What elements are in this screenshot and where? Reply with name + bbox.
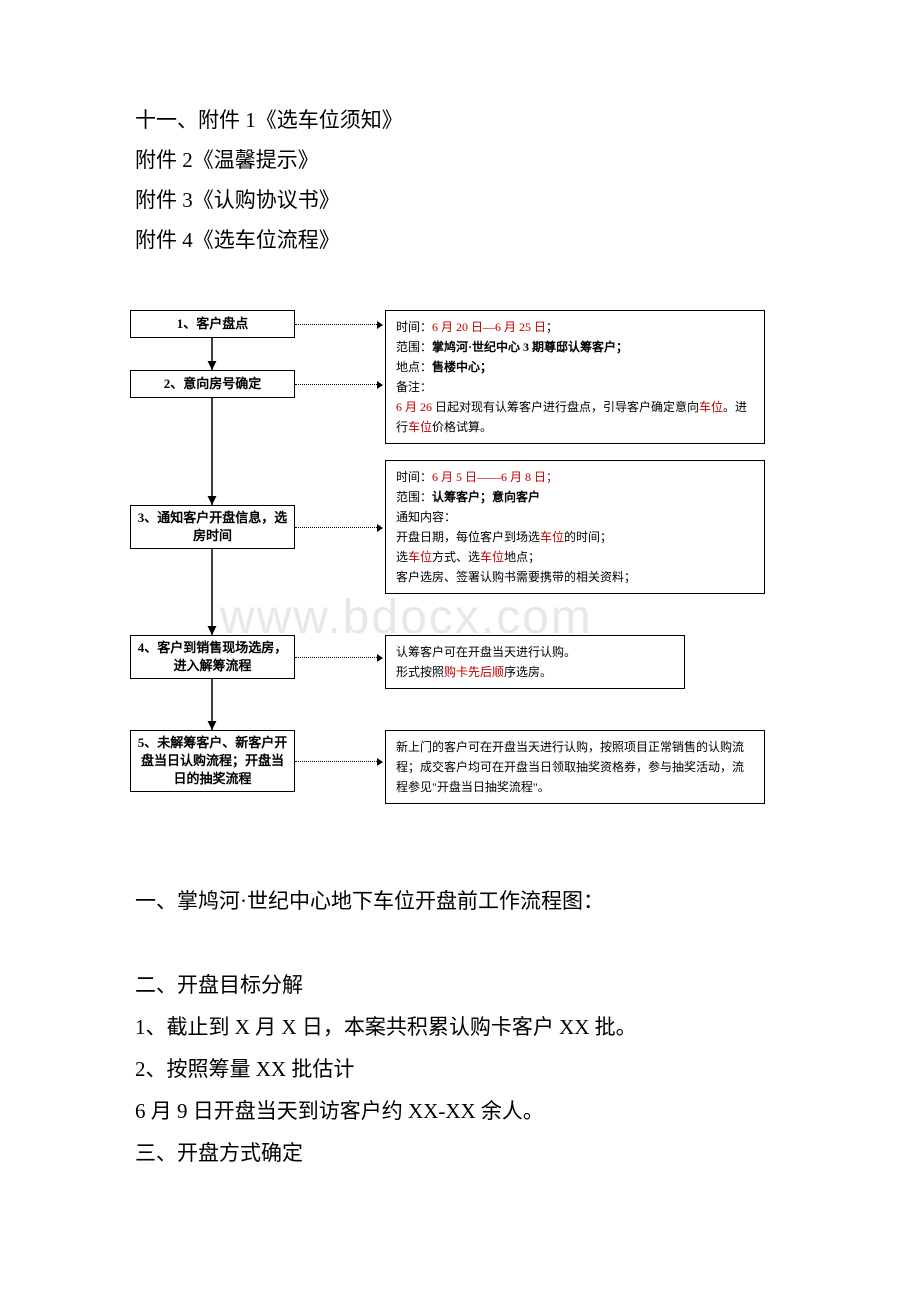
dotted-2 [295,384,377,385]
dotted-1 [295,324,377,325]
attachment-3: 附件 3《认购协议书》 [135,180,785,220]
item-3: 6 月 9 日开盘当天到访客户约 XX-XX 余人。 [135,1090,785,1132]
heading-1: 一、掌鸠河·世纪中心地下车位开盘前工作流程图： [135,880,785,922]
info1-remark-label: 备注： [396,377,754,397]
info-box-3: 认筹客户可在开盘当天进行认购。 形式按照购卡先后顺序选房。 [385,635,685,689]
info1-remark-red1: 车位 [699,400,723,414]
info2-line2-red2: 车位 [480,550,504,564]
info1-scope-bold: 掌鸠河·世纪中心 3 期尊邸认筹客户； [432,340,628,354]
info1-remark-red2: 车位 [408,420,432,434]
item-2: 2、按照筹量 XX 批估计 [135,1048,785,1090]
info1-time-red: 6 月 20 日—6 月 25 日 [432,320,546,334]
dotted-arrow-5 [377,758,383,766]
info2-time-label: 时间： [396,470,432,484]
info1-place-bold: 售楼中心； [432,360,492,374]
info2-line2-end: 地点； [504,550,540,564]
flow-box-2: 2、意向房号确定 [130,370,295,398]
info2-line2-pre: 选 [396,550,408,564]
info2-time-red: 6 月 5 日——6 月 8 日； [432,470,558,484]
dotted-3 [295,527,377,528]
flow-box-4: 4、客户到销售现场选房，进入解筹流程 [130,635,295,679]
info-box-2: 时间：6 月 5 日——6 月 8 日； 范围：认筹客户；意向客户 通知内容： … [385,460,765,594]
dotted-5 [295,761,377,762]
attachment-1: 十一、附件 1《选车位须知》 [135,100,785,140]
info2-line1-red: 车位 [540,530,564,544]
spacer [135,922,785,964]
flow-box-3: 3、通知客户开盘信息，选房时间 [130,505,295,549]
body-content: 一、掌鸠河·世纪中心地下车位开盘前工作流程图： 二、开盘目标分解 1、截止到 X… [135,880,785,1174]
attachment-2: 附件 2《温馨提示》 [135,140,785,180]
info2-line2-red1: 车位 [408,550,432,564]
info1-time-label: 时间： [396,320,432,334]
info2-line2-mid: 方式、选 [432,550,480,564]
info-box-4: 新上门的客户可在开盘当天进行认购，按照项目正常销售的认购流程；成交客户均可在开盘… [385,730,765,804]
info1-remark-mid1: 日起对现有认筹客户进行盘点，引导客户确定意向 [432,400,699,414]
info1-scope-label: 范围： [396,340,432,354]
item-1: 1、截止到 X 月 X 日，本案共积累认购卡客户 XX 批。 [135,1006,785,1048]
info1-remark-end: 价格试算。 [432,420,492,434]
info1-time-end: ； [546,320,558,334]
info2-line1-end: 的时间； [564,530,612,544]
heading-2: 二、开盘目标分解 [135,964,785,1006]
flow-box-1: 1、客户盘点 [130,310,295,338]
info1-remark-pre: 6 月 26 [396,400,432,414]
info3-line2-pre: 形式按照 [396,665,444,679]
info4-text: 新上门的客户可在开盘当天进行认购，按照项目正常销售的认购流程；成交客户均可在开盘… [396,737,754,797]
info2-line3: 客户选房、签署认购书需要携带的相关资料； [396,567,754,587]
dotted-4 [295,657,377,658]
info3-line2-end: 序选房。 [504,665,552,679]
info2-scope-label: 范围： [396,490,432,504]
info2-line1-pre: 开盘日期，每位客户到场选 [396,530,540,544]
flowchart-diagram: www.bdocx.com 1、客户盘点 2、意向房号确定 3、通知客户开盘信息… [90,310,750,840]
attachment-4: 附件 4《选车位流程》 [135,220,785,260]
attachments-list: 十一、附件 1《选车位须知》 附件 2《温馨提示》 附件 3《认购协议书》 附件… [135,100,785,260]
dotted-arrow-4 [377,654,383,662]
info3-line1: 认筹客户可在开盘当天进行认购。 [396,642,674,662]
dotted-arrow-3 [377,524,383,532]
dotted-arrow-2 [377,381,383,389]
info2-notice-label: 通知内容： [396,507,754,527]
info3-line2-red: 购卡先后顺 [444,665,504,679]
flow-box-5: 5、未解筹客户、新客户开盘当日认购流程；开盘当日的抽奖流程 [130,730,295,792]
info1-place-label: 地点： [396,360,432,374]
dotted-arrow-1 [377,321,383,329]
info2-scope-bold: 认筹客户；意向客户 [432,490,540,504]
heading-3: 三、开盘方式确定 [135,1132,785,1174]
info-box-1: 时间：6 月 20 日—6 月 25 日； 范围：掌鸠河·世纪中心 3 期尊邸认… [385,310,765,444]
